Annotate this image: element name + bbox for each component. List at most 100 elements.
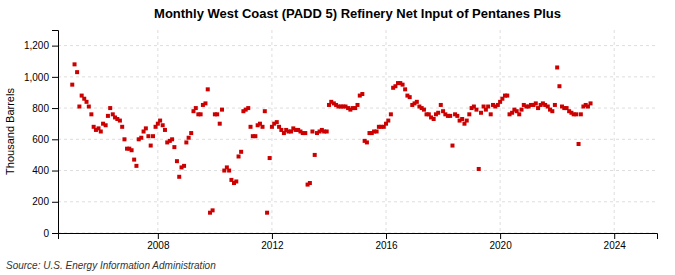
point	[146, 134, 150, 138]
chart: 2008201220162020202402004006008001,0001,…	[0, 0, 675, 275]
point	[249, 125, 253, 129]
point	[106, 114, 110, 118]
point	[460, 117, 464, 121]
point	[265, 211, 269, 215]
tick: 200	[32, 196, 58, 207]
tick: 2024	[604, 233, 627, 251]
point	[215, 112, 219, 116]
y-axis-title: Thousand Barrels	[4, 88, 16, 175]
point	[182, 164, 186, 168]
point	[130, 148, 134, 152]
point	[206, 87, 210, 91]
point	[158, 119, 162, 123]
point	[408, 95, 412, 99]
point	[439, 103, 443, 107]
point	[172, 145, 176, 149]
tick-mark	[500, 233, 501, 239]
tick-label: 2020	[489, 240, 512, 251]
tick-mark	[52, 233, 58, 234]
point	[151, 134, 155, 138]
point	[268, 156, 272, 160]
tick-mark	[614, 233, 615, 239]
point	[170, 137, 174, 141]
point	[87, 105, 91, 109]
point	[134, 164, 138, 168]
point	[246, 106, 250, 110]
point	[184, 140, 188, 144]
tick-label: 2008	[147, 240, 170, 251]
point	[365, 140, 369, 144]
point	[108, 106, 112, 110]
point	[486, 105, 490, 109]
tick: 0	[43, 228, 58, 239]
tick: 2012	[261, 233, 284, 251]
tick: 1,200	[24, 40, 58, 51]
point	[104, 123, 108, 127]
point	[455, 114, 459, 118]
point	[386, 119, 390, 123]
point	[477, 167, 481, 171]
point	[415, 100, 419, 104]
point	[77, 105, 81, 109]
tick-label: 200	[32, 196, 49, 207]
point	[303, 131, 307, 135]
tick-label: 0	[43, 228, 49, 239]
tick-label: 2024	[604, 240, 627, 251]
point	[122, 137, 126, 141]
point	[517, 112, 521, 116]
point	[189, 131, 193, 135]
point	[120, 125, 124, 129]
point	[144, 126, 148, 130]
point	[237, 154, 241, 158]
point	[310, 130, 314, 134]
point	[553, 103, 557, 107]
tick-label: 2016	[375, 240, 398, 251]
tick-mark	[386, 233, 387, 239]
point	[313, 153, 317, 157]
grid-line	[386, 30, 387, 233]
point	[479, 111, 483, 115]
point	[132, 158, 136, 162]
point	[199, 112, 203, 116]
grid-line	[58, 45, 657, 46]
axis-line	[59, 234, 658, 240]
point	[534, 101, 538, 105]
tick-mark	[52, 139, 58, 140]
point	[99, 130, 103, 134]
tick-mark	[52, 77, 58, 78]
tick-mark	[52, 108, 58, 109]
point	[261, 125, 265, 129]
y-axis: 02004006008001,0001,200	[24, 31, 59, 239]
point	[325, 130, 329, 134]
point	[389, 112, 393, 116]
point	[187, 136, 191, 140]
title: Monthly West Coast (PADD 5) Refinery Net…	[154, 6, 561, 21]
point	[467, 112, 471, 116]
point	[85, 100, 89, 104]
points	[70, 62, 592, 214]
point	[448, 114, 452, 118]
grid-line	[58, 201, 657, 202]
point	[403, 87, 407, 91]
point	[474, 108, 478, 112]
point	[550, 109, 554, 113]
grid-line	[614, 30, 615, 233]
point	[118, 119, 122, 123]
point	[218, 122, 222, 126]
point	[275, 120, 279, 124]
point	[375, 130, 379, 134]
tick: 600	[32, 134, 58, 145]
tick-label: 600	[32, 134, 49, 145]
point	[436, 111, 440, 115]
point	[73, 62, 77, 66]
tick-label: 400	[32, 165, 49, 176]
point	[149, 144, 153, 148]
point	[177, 175, 181, 179]
grid-line	[157, 30, 158, 233]
point	[308, 181, 312, 185]
tick-label: 1,200	[24, 40, 49, 51]
point	[356, 103, 360, 107]
point	[263, 109, 267, 113]
point	[520, 108, 524, 112]
point	[89, 112, 93, 116]
